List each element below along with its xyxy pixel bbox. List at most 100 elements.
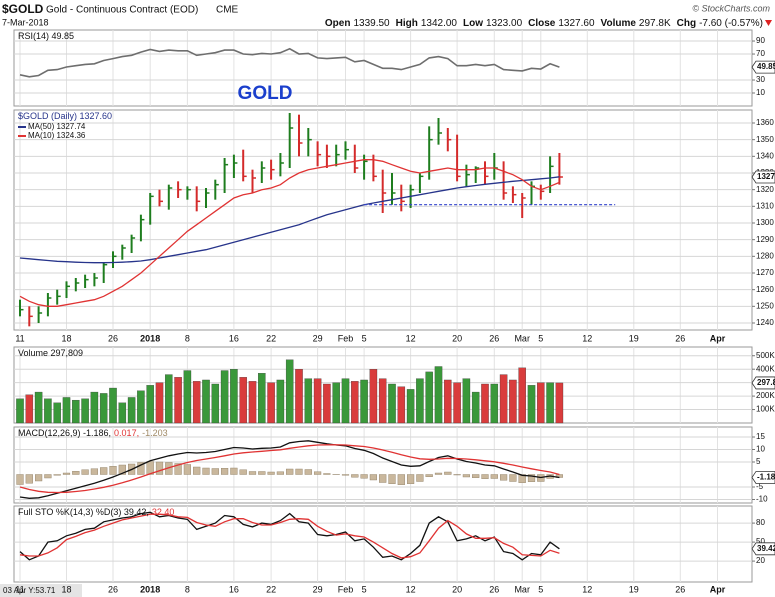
y-tick-label: 10 <box>756 88 765 97</box>
y-tick-label: 90 <box>756 36 765 45</box>
y-tick-label: 1250 <box>756 301 774 310</box>
histogram-bar <box>434 472 443 475</box>
quote-line: Open 1339.50 High 1342.00 Low 1323.00 Close 132… <box>325 18 763 29</box>
histogram-bar <box>286 468 294 475</box>
x-tick-label: 11 <box>15 584 24 594</box>
panel <box>13 109 753 331</box>
quote-label: Chg <box>677 18 696 29</box>
histogram-bar <box>462 474 471 478</box>
histogram-bar <box>220 468 229 475</box>
volume-bar <box>537 382 545 424</box>
legend-text: MA(50) 1327.74 <box>28 122 86 131</box>
last-value-box <box>751 376 775 390</box>
volume-bar <box>360 379 368 424</box>
histogram-bar <box>481 474 489 479</box>
quote-label: High <box>396 18 418 29</box>
volume-bar <box>211 383 220 424</box>
volume-bar <box>369 369 378 424</box>
x-tick-label: 12 <box>582 584 592 594</box>
volume-bar <box>137 390 145 424</box>
y-tick-label: 10 <box>756 445 765 454</box>
volume-bar <box>453 382 461 424</box>
y-tick-label: 200K <box>756 391 775 400</box>
histogram-bar <box>118 464 126 475</box>
cursor-readout: 03 Apr Y:53.71 <box>3 586 56 595</box>
volume-bar <box>323 383 331 424</box>
x-tick-label: 12 <box>582 333 592 343</box>
volume-bar <box>248 381 257 424</box>
volume-bar <box>81 398 89 424</box>
volume-bar <box>220 370 229 424</box>
y-tick-label: 1240 <box>756 318 774 327</box>
x-tick-label: 12 <box>406 333 416 343</box>
histogram-bar <box>183 464 192 475</box>
y-tick-label: 20 <box>756 556 765 565</box>
x-tick-label: 2018 <box>140 333 160 343</box>
last-value-label: -1.186 <box>757 473 775 482</box>
volume-bar <box>53 402 61 424</box>
x-tick-label: 16 <box>229 584 239 594</box>
volume-bar <box>34 391 43 424</box>
volume-bar <box>555 382 564 424</box>
header: $GOLD Gold - Continuous Contract (EOD) C… <box>2 2 772 29</box>
quote-value: 1339.50 <box>353 18 390 29</box>
x-tick-label: Mar <box>514 584 530 594</box>
y-tick-label: 30 <box>756 75 765 84</box>
histogram-bar <box>388 474 396 484</box>
volume-bar <box>25 394 34 424</box>
volume-bar <box>434 366 443 424</box>
x-tick-label: 20 <box>452 333 462 343</box>
volume-bar <box>258 373 266 424</box>
histogram-bar <box>62 472 71 475</box>
x-tick-label: 18 <box>61 333 71 343</box>
quote-value: 1342.00 <box>421 18 458 29</box>
histogram-bar <box>518 474 526 483</box>
legend-text: MACD(12,26,9) -1.186, <box>18 428 111 438</box>
volume-bar <box>444 379 452 424</box>
y-tick-label: 400K <box>756 364 775 373</box>
panel <box>13 505 753 583</box>
x-tick-label: 26 <box>108 584 118 594</box>
histogram-bar <box>202 467 210 475</box>
volume-bar <box>276 379 285 424</box>
volume-bar <box>509 379 517 424</box>
y-tick-label: -10 <box>756 495 768 504</box>
x-tick-label: 22 <box>266 333 276 343</box>
volume-bar <box>481 383 489 424</box>
series-line <box>19 513 560 559</box>
histogram-bar <box>248 471 257 475</box>
histogram-bar <box>425 474 433 477</box>
legend: Full STO %K(14,3) %D(3) 39.42, 32.40 <box>18 507 174 517</box>
volume-bar <box>44 398 52 424</box>
x-tick-label: 29 <box>313 333 323 343</box>
x-tick-label: 11 <box>15 333 24 343</box>
volume-bar <box>62 397 71 424</box>
legend: RSI(14) 49.85 <box>18 31 74 41</box>
volume-bar <box>546 382 554 424</box>
histogram-bar <box>25 474 33 484</box>
last-value-label: 1327.60 <box>757 172 775 181</box>
series-line <box>19 511 560 561</box>
volume-bar <box>16 398 24 424</box>
panel <box>13 426 753 504</box>
histogram-bar <box>193 466 201 475</box>
legend-text: Volume 297,809 <box>18 348 83 358</box>
y-tick-label: 50 <box>756 537 765 546</box>
volume-bar <box>416 378 424 424</box>
x-tick-label: Feb <box>338 333 354 343</box>
histogram-bar <box>500 474 508 481</box>
y-tick-label: 1320 <box>756 185 774 194</box>
x-tick-label: 29 <box>313 584 323 594</box>
x-tick-label: 5 <box>362 333 367 343</box>
legend-text: RSI(14) 49.85 <box>18 31 74 41</box>
histogram-bar <box>397 474 405 485</box>
last-value-label: 297.8K <box>757 378 775 387</box>
histogram-bar <box>295 468 303 475</box>
histogram-bar <box>109 466 117 475</box>
volume-bar <box>183 370 192 424</box>
y-tick-label: 80 <box>756 518 765 527</box>
volume-bar <box>127 397 136 424</box>
instrument-name: Gold - Continuous Contract (EOD) <box>46 5 198 16</box>
volume-bar <box>341 378 350 424</box>
x-tick-label: Mar <box>514 333 530 343</box>
